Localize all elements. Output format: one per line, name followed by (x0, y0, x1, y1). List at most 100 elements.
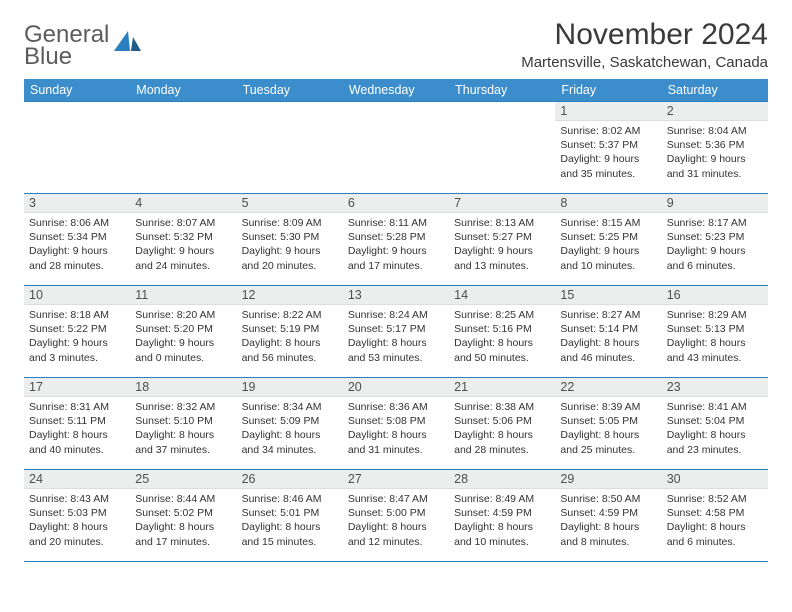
day-detail: Sunrise: 8:27 AMSunset: 5:14 PMDaylight:… (555, 305, 661, 368)
day-number: 26 (237, 470, 343, 489)
day-detail: Sunrise: 8:07 AMSunset: 5:32 PMDaylight:… (130, 213, 236, 276)
calendar-cell: 20Sunrise: 8:36 AMSunset: 5:08 PMDayligh… (343, 378, 449, 470)
day-detail: Sunrise: 8:11 AMSunset: 5:28 PMDaylight:… (343, 213, 449, 276)
day-detail: Sunrise: 8:18 AMSunset: 5:22 PMDaylight:… (24, 305, 130, 368)
logo-sail-icon (114, 29, 142, 58)
calendar-cell: 15Sunrise: 8:27 AMSunset: 5:14 PMDayligh… (555, 286, 661, 378)
calendar-week-row: 17Sunrise: 8:31 AMSunset: 5:11 PMDayligh… (24, 378, 768, 470)
calendar-cell: 29Sunrise: 8:50 AMSunset: 4:59 PMDayligh… (555, 470, 661, 562)
calendar-cell: 27Sunrise: 8:47 AMSunset: 5:00 PMDayligh… (343, 470, 449, 562)
day-number: 13 (343, 286, 449, 305)
calendar-cell (343, 102, 449, 194)
calendar-cell (449, 102, 555, 194)
calendar-week-row: 24Sunrise: 8:43 AMSunset: 5:03 PMDayligh… (24, 470, 768, 562)
calendar-cell: 4Sunrise: 8:07 AMSunset: 5:32 PMDaylight… (130, 194, 236, 286)
calendar-cell: 9Sunrise: 8:17 AMSunset: 5:23 PMDaylight… (662, 194, 768, 286)
calendar-cell: 8Sunrise: 8:15 AMSunset: 5:25 PMDaylight… (555, 194, 661, 286)
calendar-cell: 21Sunrise: 8:38 AMSunset: 5:06 PMDayligh… (449, 378, 555, 470)
day-number: 11 (130, 286, 236, 305)
day-number: 28 (449, 470, 555, 489)
calendar-cell (237, 102, 343, 194)
day-number: 20 (343, 378, 449, 397)
day-detail: Sunrise: 8:31 AMSunset: 5:11 PMDaylight:… (24, 397, 130, 460)
weekday-header: Wednesday (343, 79, 449, 102)
day-detail: Sunrise: 8:29 AMSunset: 5:13 PMDaylight:… (662, 305, 768, 368)
day-number: 30 (662, 470, 768, 489)
day-detail: Sunrise: 8:49 AMSunset: 4:59 PMDaylight:… (449, 489, 555, 552)
calendar-table: Sunday Monday Tuesday Wednesday Thursday… (24, 79, 768, 562)
day-detail: Sunrise: 8:15 AMSunset: 5:25 PMDaylight:… (555, 213, 661, 276)
calendar-cell: 17Sunrise: 8:31 AMSunset: 5:11 PMDayligh… (24, 378, 130, 470)
day-number: 15 (555, 286, 661, 305)
calendar-cell: 5Sunrise: 8:09 AMSunset: 5:30 PMDaylight… (237, 194, 343, 286)
day-number: 6 (343, 194, 449, 213)
calendar-cell: 30Sunrise: 8:52 AMSunset: 4:58 PMDayligh… (662, 470, 768, 562)
weekday-header: Sunday (24, 79, 130, 102)
calendar-cell: 10Sunrise: 8:18 AMSunset: 5:22 PMDayligh… (24, 286, 130, 378)
day-detail: Sunrise: 8:20 AMSunset: 5:20 PMDaylight:… (130, 305, 236, 368)
calendar-cell: 14Sunrise: 8:25 AMSunset: 5:16 PMDayligh… (449, 286, 555, 378)
day-detail: Sunrise: 8:34 AMSunset: 5:09 PMDaylight:… (237, 397, 343, 460)
day-detail: Sunrise: 8:38 AMSunset: 5:06 PMDaylight:… (449, 397, 555, 460)
calendar-cell: 1Sunrise: 8:02 AMSunset: 5:37 PMDaylight… (555, 102, 661, 194)
calendar-cell: 23Sunrise: 8:41 AMSunset: 5:04 PMDayligh… (662, 378, 768, 470)
weekday-header: Saturday (662, 79, 768, 102)
day-detail: Sunrise: 8:50 AMSunset: 4:59 PMDaylight:… (555, 489, 661, 552)
day-detail: Sunrise: 8:09 AMSunset: 5:30 PMDaylight:… (237, 213, 343, 276)
logo: General Blue (24, 18, 142, 67)
calendar-cell: 12Sunrise: 8:22 AMSunset: 5:19 PMDayligh… (237, 286, 343, 378)
day-number: 17 (24, 378, 130, 397)
calendar-cell: 3Sunrise: 8:06 AMSunset: 5:34 PMDaylight… (24, 194, 130, 286)
day-number: 8 (555, 194, 661, 213)
calendar-cell (130, 102, 236, 194)
day-detail: Sunrise: 8:24 AMSunset: 5:17 PMDaylight:… (343, 305, 449, 368)
day-detail: Sunrise: 8:04 AMSunset: 5:36 PMDaylight:… (662, 121, 768, 184)
day-detail: Sunrise: 8:13 AMSunset: 5:27 PMDaylight:… (449, 213, 555, 276)
day-number: 9 (662, 194, 768, 213)
weekday-header: Thursday (449, 79, 555, 102)
day-detail: Sunrise: 8:17 AMSunset: 5:23 PMDaylight:… (662, 213, 768, 276)
day-detail: Sunrise: 8:43 AMSunset: 5:03 PMDaylight:… (24, 489, 130, 552)
day-number: 27 (343, 470, 449, 489)
calendar-cell: 22Sunrise: 8:39 AMSunset: 5:05 PMDayligh… (555, 378, 661, 470)
calendar-cell: 19Sunrise: 8:34 AMSunset: 5:09 PMDayligh… (237, 378, 343, 470)
location: Martensville, Saskatchewan, Canada (521, 54, 768, 71)
day-number: 25 (130, 470, 236, 489)
calendar-cell: 28Sunrise: 8:49 AMSunset: 4:59 PMDayligh… (449, 470, 555, 562)
day-detail: Sunrise: 8:39 AMSunset: 5:05 PMDaylight:… (555, 397, 661, 460)
day-number: 19 (237, 378, 343, 397)
day-number: 21 (449, 378, 555, 397)
day-number: 29 (555, 470, 661, 489)
day-number: 5 (237, 194, 343, 213)
day-number: 14 (449, 286, 555, 305)
day-detail: Sunrise: 8:52 AMSunset: 4:58 PMDaylight:… (662, 489, 768, 552)
calendar-cell: 2Sunrise: 8:04 AMSunset: 5:36 PMDaylight… (662, 102, 768, 194)
calendar-cell: 24Sunrise: 8:43 AMSunset: 5:03 PMDayligh… (24, 470, 130, 562)
day-number: 10 (24, 286, 130, 305)
day-detail: Sunrise: 8:06 AMSunset: 5:34 PMDaylight:… (24, 213, 130, 276)
day-number: 2 (662, 102, 768, 121)
header: General Blue November 2024 Martensville,… (24, 18, 768, 71)
weekday-header: Friday (555, 79, 661, 102)
day-number: 24 (24, 470, 130, 489)
calendar-cell: 13Sunrise: 8:24 AMSunset: 5:17 PMDayligh… (343, 286, 449, 378)
logo-line2: Blue (24, 46, 109, 68)
day-detail: Sunrise: 8:44 AMSunset: 5:02 PMDaylight:… (130, 489, 236, 552)
calendar-cell: 6Sunrise: 8:11 AMSunset: 5:28 PMDaylight… (343, 194, 449, 286)
month-title: November 2024 (521, 18, 768, 52)
weekday-header: Monday (130, 79, 236, 102)
day-detail: Sunrise: 8:02 AMSunset: 5:37 PMDaylight:… (555, 121, 661, 184)
day-detail: Sunrise: 8:25 AMSunset: 5:16 PMDaylight:… (449, 305, 555, 368)
day-number: 1 (555, 102, 661, 121)
day-number: 18 (130, 378, 236, 397)
day-detail: Sunrise: 8:36 AMSunset: 5:08 PMDaylight:… (343, 397, 449, 460)
calendar-cell: 16Sunrise: 8:29 AMSunset: 5:13 PMDayligh… (662, 286, 768, 378)
day-number: 7 (449, 194, 555, 213)
calendar-cell: 25Sunrise: 8:44 AMSunset: 5:02 PMDayligh… (130, 470, 236, 562)
day-number: 4 (130, 194, 236, 213)
day-detail: Sunrise: 8:41 AMSunset: 5:04 PMDaylight:… (662, 397, 768, 460)
calendar-cell (24, 102, 130, 194)
title-block: November 2024 Martensville, Saskatchewan… (521, 18, 768, 71)
day-detail: Sunrise: 8:46 AMSunset: 5:01 PMDaylight:… (237, 489, 343, 552)
day-number: 16 (662, 286, 768, 305)
